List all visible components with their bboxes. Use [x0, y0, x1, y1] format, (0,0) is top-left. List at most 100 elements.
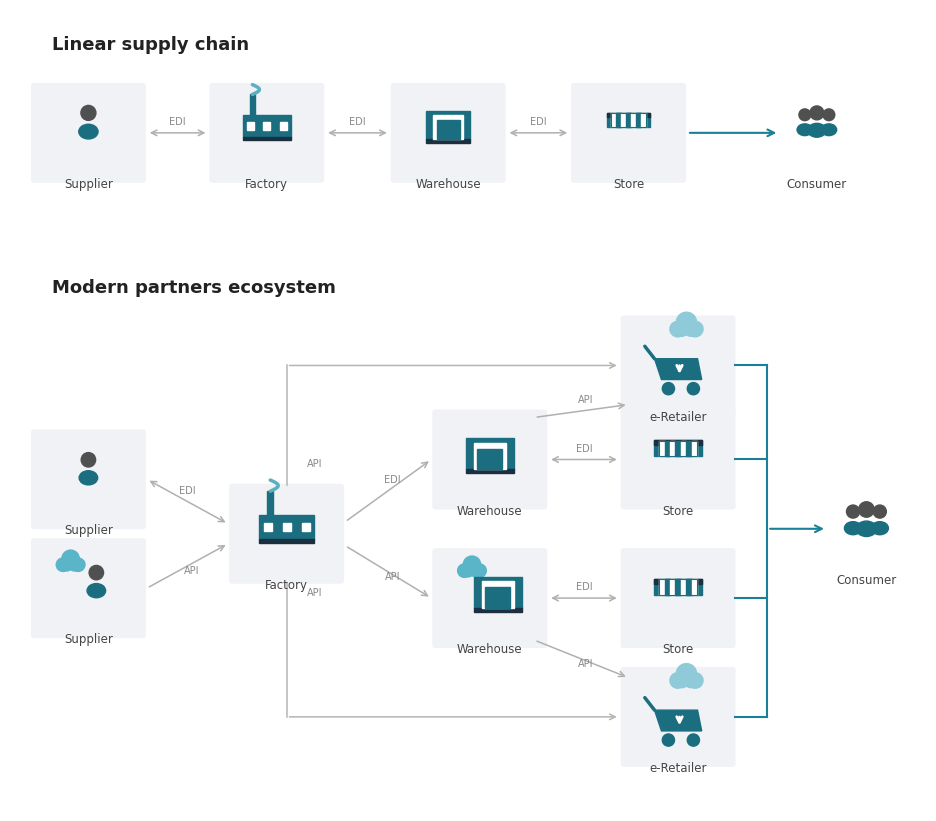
Circle shape — [684, 675, 697, 688]
Ellipse shape — [80, 470, 97, 485]
FancyBboxPatch shape — [229, 484, 344, 584]
FancyBboxPatch shape — [621, 548, 736, 648]
Text: Store: Store — [663, 643, 694, 656]
Polygon shape — [611, 113, 616, 127]
Polygon shape — [481, 581, 514, 608]
Polygon shape — [670, 580, 676, 594]
Circle shape — [684, 323, 697, 337]
Polygon shape — [474, 608, 521, 612]
Polygon shape — [676, 580, 680, 594]
Polygon shape — [427, 139, 470, 143]
Polygon shape — [692, 441, 697, 456]
Polygon shape — [280, 122, 287, 130]
Polygon shape — [57, 562, 84, 566]
Circle shape — [687, 672, 703, 688]
Ellipse shape — [856, 521, 876, 536]
Circle shape — [463, 556, 481, 574]
FancyBboxPatch shape — [31, 429, 146, 530]
Polygon shape — [659, 441, 665, 456]
Text: Warehouse: Warehouse — [416, 178, 481, 191]
FancyBboxPatch shape — [571, 83, 686, 183]
FancyBboxPatch shape — [432, 410, 548, 510]
Polygon shape — [259, 539, 314, 544]
Polygon shape — [250, 94, 256, 115]
Text: Factory: Factory — [245, 178, 288, 191]
Polygon shape — [242, 137, 291, 140]
Polygon shape — [264, 523, 271, 531]
Polygon shape — [246, 122, 254, 130]
Circle shape — [80, 105, 95, 121]
Circle shape — [873, 505, 886, 518]
Polygon shape — [242, 115, 291, 137]
Circle shape — [670, 321, 685, 337]
Polygon shape — [607, 113, 651, 117]
Circle shape — [663, 383, 675, 395]
Polygon shape — [654, 359, 702, 379]
Text: API: API — [578, 395, 593, 405]
Text: EDI: EDI — [384, 475, 401, 484]
Polygon shape — [433, 115, 463, 139]
Text: EDI: EDI — [530, 117, 547, 127]
Polygon shape — [474, 576, 521, 608]
Text: EDI: EDI — [576, 443, 592, 453]
Polygon shape — [665, 580, 670, 594]
Text: Supplier: Supplier — [64, 633, 113, 646]
Text: API: API — [385, 571, 400, 582]
Text: EDI: EDI — [169, 117, 186, 127]
Circle shape — [473, 564, 487, 577]
Text: API: API — [183, 566, 199, 576]
Polygon shape — [631, 113, 636, 127]
Polygon shape — [301, 523, 310, 531]
Circle shape — [62, 550, 80, 567]
Ellipse shape — [87, 584, 106, 598]
FancyBboxPatch shape — [432, 548, 548, 648]
Text: API: API — [306, 459, 322, 469]
FancyBboxPatch shape — [621, 315, 736, 415]
Polygon shape — [654, 579, 702, 594]
Circle shape — [846, 505, 859, 518]
Polygon shape — [616, 113, 622, 127]
Circle shape — [676, 675, 688, 688]
Polygon shape — [670, 441, 676, 456]
Circle shape — [470, 566, 481, 577]
Polygon shape — [676, 441, 680, 456]
Polygon shape — [477, 448, 503, 469]
Circle shape — [687, 321, 703, 337]
Circle shape — [687, 734, 699, 746]
FancyBboxPatch shape — [621, 667, 736, 767]
Circle shape — [810, 106, 824, 120]
Ellipse shape — [844, 521, 862, 534]
Circle shape — [670, 672, 685, 688]
Polygon shape — [259, 515, 314, 539]
Text: Supplier: Supplier — [64, 178, 113, 191]
FancyBboxPatch shape — [621, 410, 736, 510]
Polygon shape — [641, 113, 646, 127]
Text: Store: Store — [613, 178, 644, 191]
Circle shape — [71, 558, 85, 571]
Polygon shape — [686, 441, 692, 456]
Polygon shape — [654, 579, 702, 584]
Polygon shape — [607, 113, 651, 127]
Circle shape — [89, 566, 104, 580]
Text: EDI: EDI — [576, 582, 592, 592]
Polygon shape — [680, 441, 686, 456]
Circle shape — [69, 560, 80, 571]
Ellipse shape — [871, 521, 888, 534]
Text: Store: Store — [663, 505, 694, 517]
Text: Linear supply chain: Linear supply chain — [51, 36, 249, 54]
Text: API: API — [578, 658, 593, 669]
Polygon shape — [680, 580, 686, 594]
Ellipse shape — [808, 123, 826, 137]
Polygon shape — [267, 491, 273, 515]
Circle shape — [799, 109, 811, 121]
Circle shape — [463, 566, 474, 577]
Circle shape — [676, 323, 688, 337]
Text: e-Retailer: e-Retailer — [650, 410, 707, 424]
Polygon shape — [459, 567, 486, 572]
Polygon shape — [436, 121, 460, 139]
FancyBboxPatch shape — [210, 83, 324, 183]
Polygon shape — [665, 441, 670, 456]
Text: Warehouse: Warehouse — [457, 643, 522, 656]
Text: API: API — [306, 588, 322, 598]
Circle shape — [687, 383, 699, 395]
